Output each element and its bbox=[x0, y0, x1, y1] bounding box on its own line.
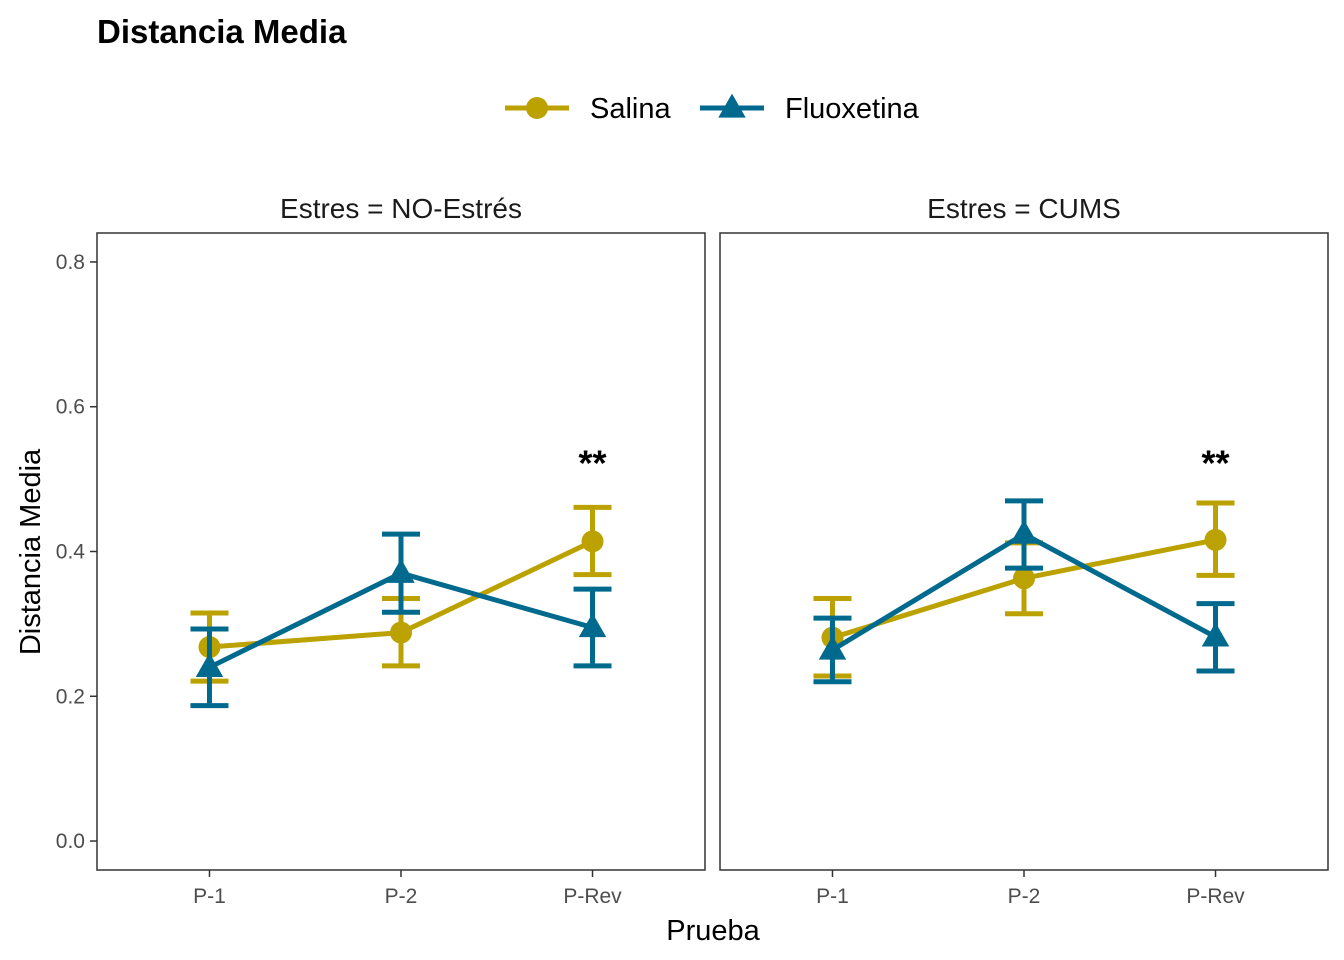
legend-marker bbox=[526, 97, 548, 119]
significance-annotation: ** bbox=[1202, 442, 1230, 483]
data-point bbox=[1201, 622, 1230, 647]
panel-2: Estres = CUMS P-1 P-2 P-Rev ** bbox=[719, 193, 1329, 908]
y-tick-label: 0.2 bbox=[56, 685, 85, 708]
data-point bbox=[581, 530, 604, 553]
y-tick-label: 0.4 bbox=[56, 541, 86, 564]
chart-title: Distancia Media bbox=[97, 13, 347, 50]
panels: Estres = NO-Estrés 0.0 0.2 0.4 0.6 0.8 P-1 P-2 P… bbox=[56, 193, 1329, 908]
x-axis-title: Prueba bbox=[666, 915, 760, 947]
data-point bbox=[1204, 528, 1227, 551]
y-tick-label: 0.6 bbox=[56, 396, 85, 419]
significance-annotation: ** bbox=[579, 442, 607, 483]
legend-label: Salina bbox=[590, 93, 671, 125]
x-tick-label: P-2 bbox=[1008, 885, 1041, 908]
series-fluoxetina bbox=[813, 498, 1235, 685]
x-tick-label: P-Rev bbox=[1186, 885, 1245, 908]
panel-strip-label: Estres = CUMS bbox=[927, 193, 1121, 224]
data-point bbox=[1010, 519, 1038, 544]
legend-label: Fluoxetina bbox=[785, 93, 920, 125]
data-point bbox=[387, 558, 415, 583]
y-tick-label: 0.0 bbox=[56, 830, 85, 853]
x-tick-label: P-2 bbox=[385, 885, 418, 908]
data-point bbox=[818, 635, 847, 660]
x-tick-label: P-Rev bbox=[563, 885, 622, 908]
data-point bbox=[578, 613, 607, 638]
legend-item-fluoxetina: Fluoxetina bbox=[700, 93, 920, 125]
panel-strip-label: Estres = NO-Estrés bbox=[280, 193, 522, 224]
y-axis-title: Distancia Media bbox=[15, 448, 47, 655]
legend-item-salina: Salina bbox=[505, 93, 671, 125]
data-point bbox=[1013, 567, 1035, 590]
data-point bbox=[195, 652, 224, 677]
panel-1: Estres = NO-Estrés 0.0 0.2 0.4 0.6 0.8 P-1 P-2 P… bbox=[56, 193, 706, 908]
x-tick-label: P-1 bbox=[193, 885, 226, 908]
y-tick-label: 0.8 bbox=[56, 251, 85, 274]
legend: Salina Fluoxetina bbox=[505, 93, 920, 125]
x-tick-label: P-1 bbox=[816, 885, 849, 908]
series-fluoxetina bbox=[190, 531, 612, 709]
data-point bbox=[390, 621, 412, 644]
legend-marker bbox=[718, 93, 746, 118]
